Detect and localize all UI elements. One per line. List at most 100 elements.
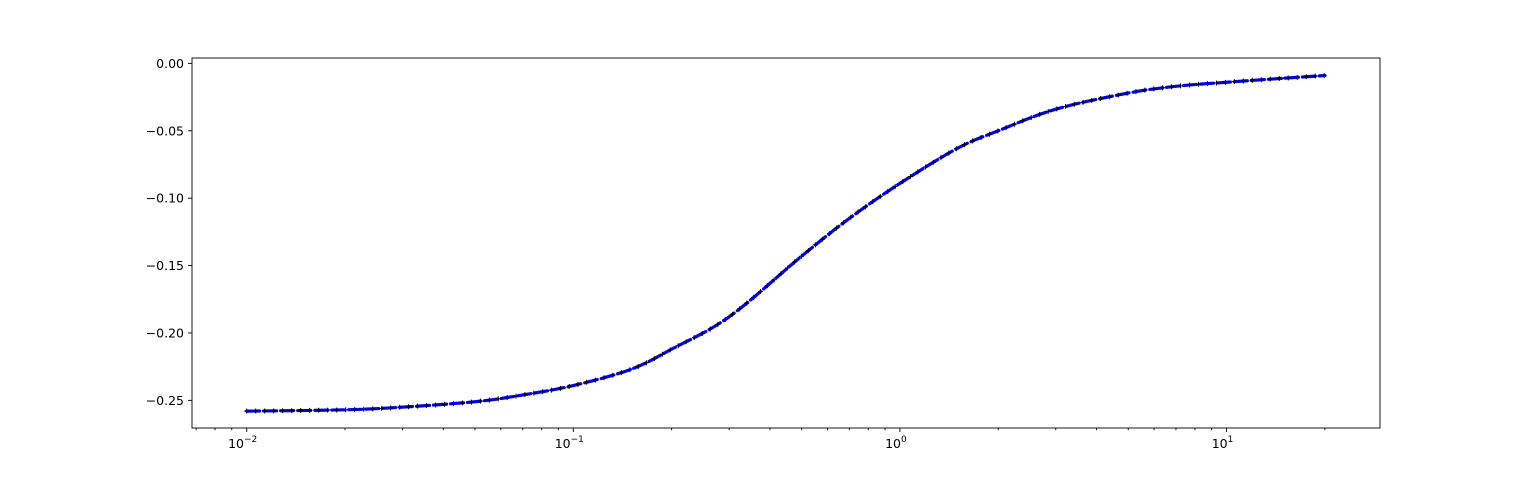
plus-marker: [1178, 83, 1184, 89]
plus-marker: [885, 188, 891, 194]
plus-marker: [316, 407, 322, 413]
plus-marker: [1294, 74, 1300, 80]
plus-marker: [730, 311, 736, 317]
y-tick-label: −0.15: [146, 258, 184, 273]
plus-marker: [1276, 76, 1282, 82]
plus-marker: [1213, 80, 1219, 86]
plus-marker: [1231, 79, 1237, 85]
plus-marker: [298, 408, 304, 414]
data-point: [1282, 77, 1286, 80]
plus-marker: [1142, 87, 1148, 93]
y-axis: 0.00 −0.05 −0.10 −0.15 −0.20 −0.25: [146, 56, 192, 408]
plus-marker: [388, 405, 394, 411]
plus-marker: [699, 330, 705, 336]
plus-marker: [1071, 101, 1077, 107]
plus-marker: [962, 142, 968, 148]
x-tick-label: 10−1: [555, 435, 584, 451]
plus-marker: [792, 259, 798, 265]
plus-marker: [778, 271, 784, 277]
x-tick-label: 10−2: [228, 435, 257, 451]
data-point: [629, 368, 633, 371]
plus-marker: [1012, 121, 1018, 127]
plus-marker: [406, 404, 412, 410]
plus-marker: [610, 372, 616, 378]
plus-marker: [915, 169, 921, 175]
data-point: [800, 254, 803, 258]
plus-marker: [1080, 99, 1086, 105]
data-point: [997, 129, 1000, 132]
plus-marker: [805, 248, 811, 254]
plus-marker: [280, 408, 286, 414]
plus-marker: [424, 403, 430, 409]
plus-marker: [495, 396, 501, 402]
data-point: [727, 315, 731, 318]
plus-marker: [675, 343, 681, 349]
plus-marker: [1240, 78, 1246, 84]
plus-marker: [764, 283, 770, 289]
plus-marker: [1285, 75, 1291, 81]
plus-marker: [451, 401, 457, 407]
plus-marker: [1258, 77, 1264, 83]
plus-marker: [352, 407, 358, 413]
data-point: [521, 393, 524, 397]
plus-marker: [758, 289, 764, 295]
plus-marker: [651, 356, 657, 362]
plus-marker: [601, 375, 607, 381]
plus-marker: [1106, 94, 1112, 100]
x-tick-base: 10: [228, 436, 244, 451]
plus-marker: [1003, 125, 1009, 131]
plus-marker: [978, 134, 984, 140]
plus-marker: [540, 389, 546, 395]
plus-marker: [1037, 111, 1043, 117]
data-point: [1323, 74, 1327, 77]
plus-marker: [986, 131, 992, 137]
data-point: [1225, 81, 1228, 84]
plus-marker: [1063, 104, 1069, 110]
data-point: [1174, 85, 1178, 88]
data-point: [1127, 91, 1130, 95]
data-point: [956, 147, 959, 150]
plus-marker: [938, 155, 944, 161]
x-tick-label: 101: [1212, 435, 1234, 451]
plus-marker: [643, 360, 649, 366]
plus-marker: [253, 408, 259, 414]
plus-marker: [877, 193, 883, 199]
plus-marker: [751, 294, 757, 300]
plus-marker: [1151, 86, 1157, 92]
y-tick-label: −0.05: [146, 123, 184, 138]
plus-marker: [1098, 96, 1104, 102]
plus-marker: [1169, 84, 1175, 90]
plus-marker: [271, 408, 277, 414]
plus-marker: [870, 199, 876, 205]
plus-marker: [289, 408, 295, 414]
plus-marker: [379, 405, 385, 411]
y-tick-label: −0.25: [146, 393, 184, 408]
x-tick-exponent: 1: [1228, 435, 1234, 445]
plus-marker: [370, 406, 376, 412]
plus-marker: [785, 265, 791, 271]
plus-marker: [361, 406, 367, 412]
plus-marker: [442, 401, 448, 407]
plus-marker: [1115, 92, 1121, 98]
plus-marker: [1028, 115, 1034, 121]
x-tick-exponent: 0: [901, 435, 907, 445]
plus-marker: [397, 404, 403, 410]
plus-marker: [325, 407, 331, 413]
y-tick-label: −0.10: [146, 191, 184, 206]
plus-marker: [513, 393, 519, 399]
x-tick-label: 100: [885, 435, 907, 451]
plus-marker: [812, 242, 818, 248]
plus-marker: [557, 385, 563, 391]
axes-frame: [191, 57, 1381, 429]
plus-marker: [504, 395, 510, 401]
plus-marker: [907, 174, 913, 180]
x-tick-base: 10: [1212, 436, 1228, 451]
plus-marker: [1303, 74, 1309, 80]
plus-marker: [744, 300, 750, 306]
plus-marker: [1133, 89, 1139, 95]
x-tick-base: 10: [555, 436, 571, 451]
plus-marker: [592, 377, 598, 383]
plus-marker: [1089, 97, 1095, 103]
plus-marker: [923, 164, 929, 170]
